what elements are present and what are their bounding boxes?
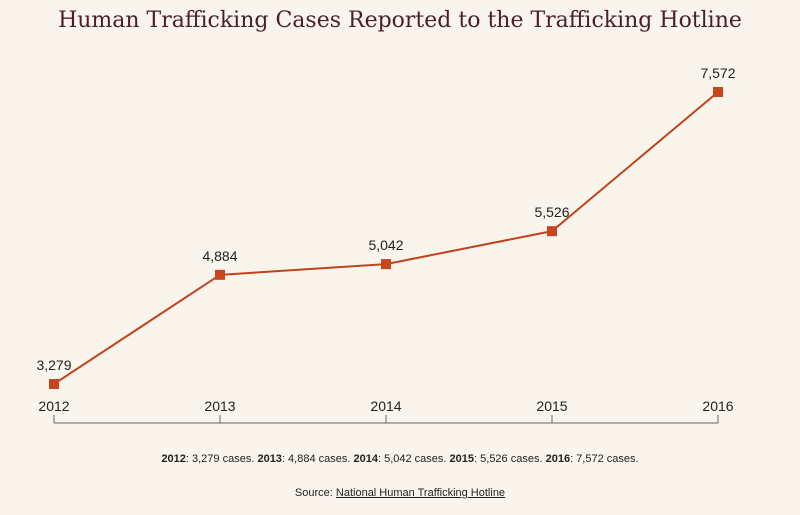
x-tick-label: 2016 <box>702 398 733 414</box>
data-label: 7,572 <box>700 65 735 81</box>
data-label: 5,526 <box>534 204 569 220</box>
x-tick-label: 2015 <box>536 398 567 414</box>
summary-item: 2016: 7,572 cases. <box>545 453 639 465</box>
summary-item: 2012: 3,279 cases. <box>161 453 255 465</box>
source-link[interactable]: National Human Trafficking Hotline <box>335 487 506 499</box>
source-prefix: Source: <box>294 487 336 499</box>
data-point-marker <box>215 269 225 280</box>
data-label: 4,884 <box>202 248 237 264</box>
chart-title: Human Trafficking Cases Reported to the … <box>58 8 742 33</box>
data-point-marker <box>713 87 723 97</box>
summary-item: 2013: 4,884 cases. <box>257 453 351 465</box>
data-summary: 2012: 3,279 cases. 2013: 4,884 cases. 20… <box>0 453 800 465</box>
data-label: 3,279 <box>36 357 71 373</box>
summary-item: 2014: 5,042 cases. <box>353 453 447 465</box>
data-point-marker <box>547 226 557 237</box>
x-tick-label: 2013 <box>204 398 235 414</box>
source-note: Source: National Human Trafficking Hotli… <box>0 487 800 499</box>
data-point-marker <box>49 379 59 389</box>
line-chart: 2012 2013 2014 2015 2016 3,279 4,884 5,042 5,52… <box>36 65 736 424</box>
summary-item: 2015: 5,526 cases. <box>449 453 543 465</box>
x-tick-label: 2012 <box>38 398 69 414</box>
data-point-marker <box>381 259 391 270</box>
x-tick-label: 2014 <box>370 398 401 414</box>
data-label: 5,042 <box>368 237 403 253</box>
